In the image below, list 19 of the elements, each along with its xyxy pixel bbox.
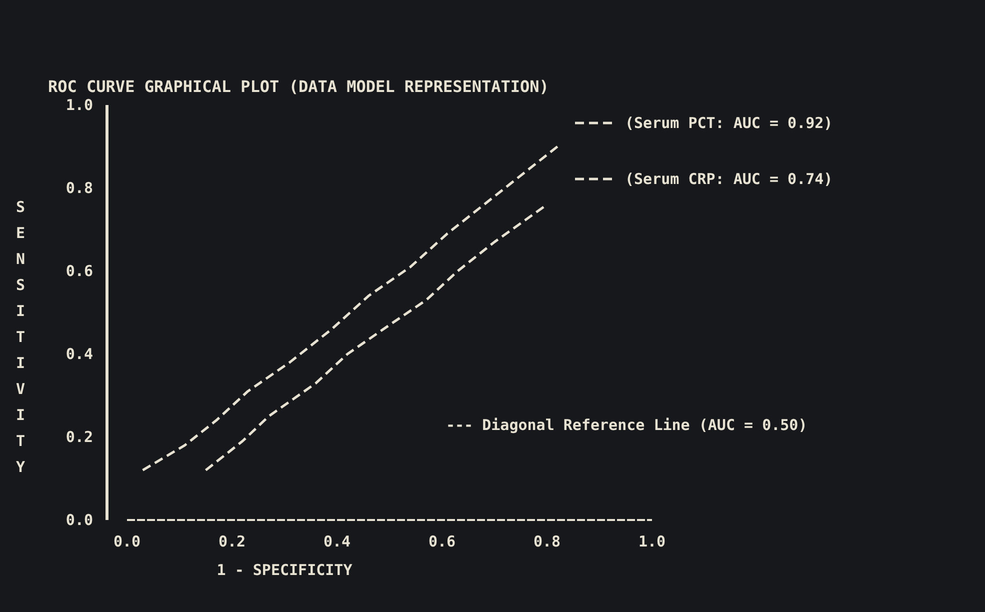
x-tick-label: 0.8 — [533, 532, 561, 551]
chart-title: ROC CURVE GRAPHICAL PLOT (DATA MODEL REPRESENTATION) — [48, 77, 549, 96]
x-tick-label: 0.0 — [113, 532, 141, 551]
annotation: --- Diagonal Reference Line (AUC = 0.50) — [446, 416, 808, 434]
legend-label: (Serum CRP: AUC = 0.74) — [625, 170, 833, 188]
y-tick-label: 0.2 — [66, 428, 93, 446]
line-series — [142, 145, 559, 472]
y-tick-label: 0.4 — [66, 344, 93, 363]
x-axis-title: 1 - SPECIFICITY — [216, 561, 352, 579]
y-tick-label: 1.0 — [66, 96, 93, 114]
legend-label: (Serum PCT: AUC = 0.92) — [625, 114, 833, 132]
x-tick-label: 1.0 — [638, 532, 666, 551]
y-tick-label: 0.6 — [66, 262, 93, 280]
x-tick-label: 0.6 — [428, 532, 456, 551]
y-tick-label: 0.8 — [66, 178, 93, 197]
y-tick-label: 0.0 — [66, 510, 93, 529]
text: SENSITIVITY — [16, 198, 26, 476]
x-tick-label: 0.2 — [218, 532, 246, 551]
x-tick-label: 0.4 — [323, 532, 351, 551]
